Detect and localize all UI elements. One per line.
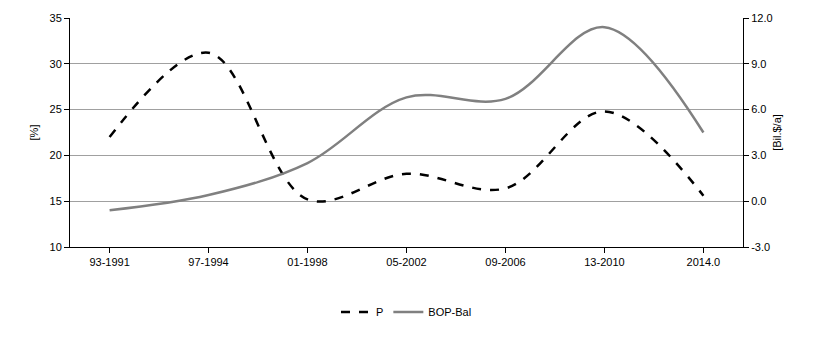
svg-text:9.0: 9.0 — [751, 58, 766, 70]
svg-text:P: P — [376, 306, 383, 318]
svg-text:0.0: 0.0 — [751, 195, 766, 207]
svg-text:01-1998: 01-1998 — [287, 256, 327, 268]
svg-text:93-1991: 93-1991 — [89, 256, 129, 268]
svg-text:05-2002: 05-2002 — [386, 256, 426, 268]
svg-text:15: 15 — [50, 195, 62, 207]
svg-text:6.0: 6.0 — [751, 103, 766, 115]
svg-text:12.0: 12.0 — [751, 12, 772, 24]
svg-text:13-2010: 13-2010 — [584, 256, 624, 268]
svg-text:10: 10 — [50, 241, 62, 253]
svg-text:2014.0: 2014.0 — [687, 256, 721, 268]
svg-text:97-1994: 97-1994 — [188, 256, 228, 268]
svg-text:[%]: [%] — [28, 125, 40, 141]
svg-text:25: 25 — [50, 103, 62, 115]
svg-text:[Bil.$/a]: [Bil.$/a] — [771, 114, 783, 151]
svg-text:3.0: 3.0 — [751, 149, 766, 161]
svg-text:20: 20 — [50, 149, 62, 161]
svg-text:30: 30 — [50, 58, 62, 70]
svg-text:-3.0: -3.0 — [751, 241, 770, 253]
svg-text:09-2006: 09-2006 — [485, 256, 525, 268]
svg-text:BOP-Bal: BOP-Bal — [428, 306, 471, 318]
svg-text:35: 35 — [50, 12, 62, 24]
